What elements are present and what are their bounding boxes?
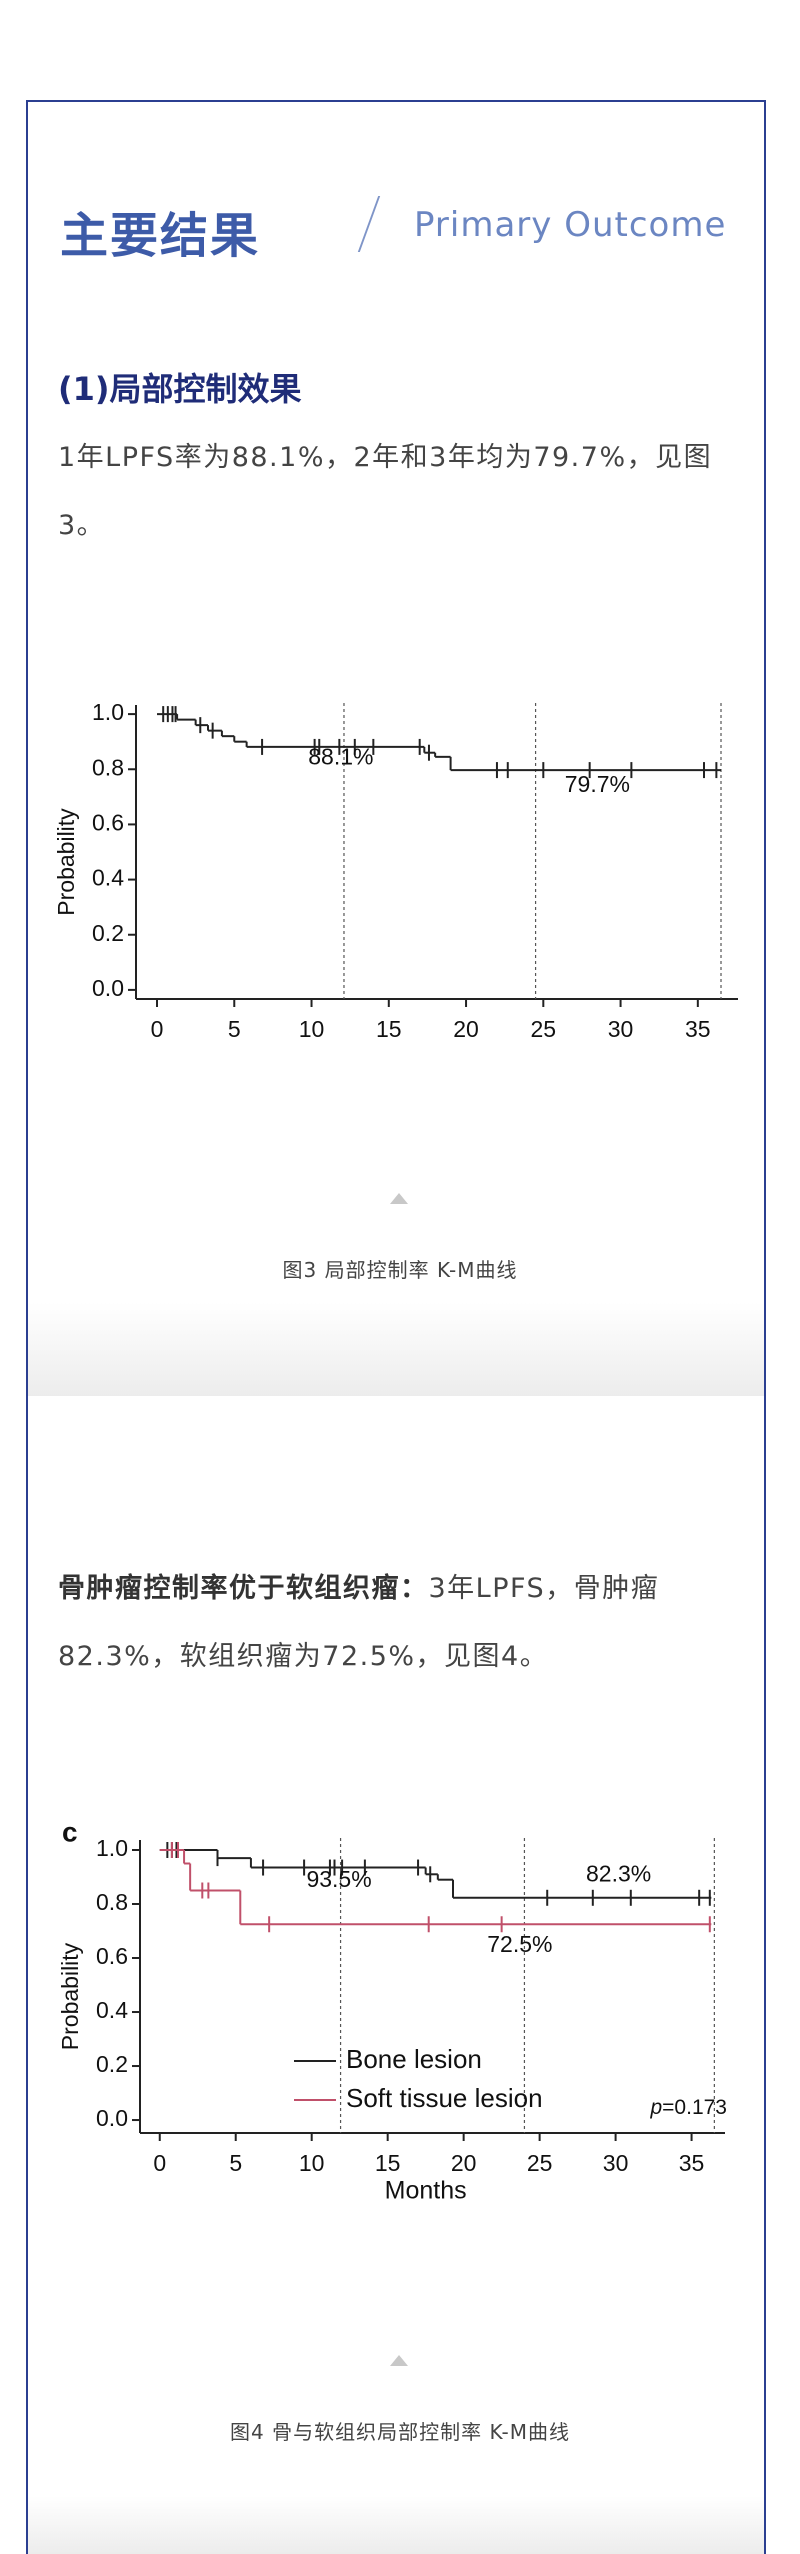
y-tick-label: 0.0 xyxy=(96,2105,128,2131)
triangle-icon xyxy=(390,2355,408,2366)
x-tick-label: 35 xyxy=(685,1016,711,1042)
x-tick-label: 20 xyxy=(453,1016,479,1042)
y-tick-label: 0.4 xyxy=(92,865,124,891)
paragraph-lead: 骨肿瘤控制率优于软组织瘤： xyxy=(58,1573,429,1604)
x-tick-label: 15 xyxy=(375,2150,401,2176)
figure-caption: 图3 局部控制率 K-M曲线 xyxy=(282,1258,518,1282)
x-tick-label: 10 xyxy=(299,1016,325,1042)
annotation: 88.1% xyxy=(308,743,373,769)
x-tick-label: 20 xyxy=(451,2150,477,2176)
title: 主要结果 xyxy=(60,208,261,264)
p-symbol: p xyxy=(649,2096,662,2119)
annotation: 72.5% xyxy=(487,1931,552,1957)
y-tick-label: 0.6 xyxy=(92,809,124,835)
x-tick-label: 0 xyxy=(153,2150,166,2176)
subtitle: Primary Outcome xyxy=(414,205,727,245)
y-axis-label: Probability xyxy=(57,1942,83,2050)
y-tick-label: 0.8 xyxy=(92,754,124,780)
annotation: 79.7% xyxy=(565,771,630,797)
y-tick-label: 1.0 xyxy=(96,1835,128,1861)
annotation: 93.5% xyxy=(306,1866,371,1892)
paragraph: 1年LPFS率为88.1%，2年和3年均为79.7%，见图3。 xyxy=(58,442,713,541)
x-tick-label: 10 xyxy=(299,2150,325,2176)
legend-label: Soft tissue lesion xyxy=(346,2083,543,2113)
y-tick-label: 0.8 xyxy=(96,1889,128,1915)
y-tick-label: 0.6 xyxy=(96,1943,128,1969)
x-tick-label: 35 xyxy=(679,2150,705,2176)
triangle-icon xyxy=(390,1193,408,1204)
y-tick-label: 0.0 xyxy=(92,975,124,1001)
panel-label: c xyxy=(62,1816,78,1847)
x-tick-label: 5 xyxy=(229,2150,242,2176)
y-axis-label: Probability xyxy=(53,808,79,916)
legend-label: Bone lesion xyxy=(346,2044,482,2074)
paragraph: 骨肿瘤控制率优于软组织瘤：3年LPFS，骨肿瘤82.3%，软组织瘤为72.5%，… xyxy=(58,1555,748,1691)
x-tick-label: 30 xyxy=(603,2150,629,2176)
x-tick-label: 25 xyxy=(527,2150,553,2176)
p-value-text: =0.173 xyxy=(662,2096,727,2119)
y-tick-label: 1.0 xyxy=(92,699,124,725)
y-tick-label: 0.4 xyxy=(96,1997,128,2023)
paragraph-text: 3年LPFS，骨肿瘤82.3%，软组织瘤为72.5%，见图4。 xyxy=(58,1573,660,1672)
x-tick-label: 5 xyxy=(228,1016,241,1042)
figure-caption: 图4 骨与软组织局部控制率 K-M曲线 xyxy=(230,2420,570,2444)
x-tick-label: 15 xyxy=(376,1016,402,1042)
section-heading: (1)局部控制效果 xyxy=(58,370,302,408)
annotation: 82.3% xyxy=(586,1861,651,1887)
x-axis-label: Months xyxy=(385,2177,467,2205)
y-tick-label: 0.2 xyxy=(92,920,124,946)
p-value: p=0.173 xyxy=(649,2096,727,2119)
x-tick-label: 25 xyxy=(531,1016,557,1042)
card xyxy=(26,100,766,1396)
x-tick-label: 0 xyxy=(151,1016,164,1042)
y-tick-label: 0.2 xyxy=(96,2051,128,2077)
x-tick-label: 30 xyxy=(608,1016,634,1042)
